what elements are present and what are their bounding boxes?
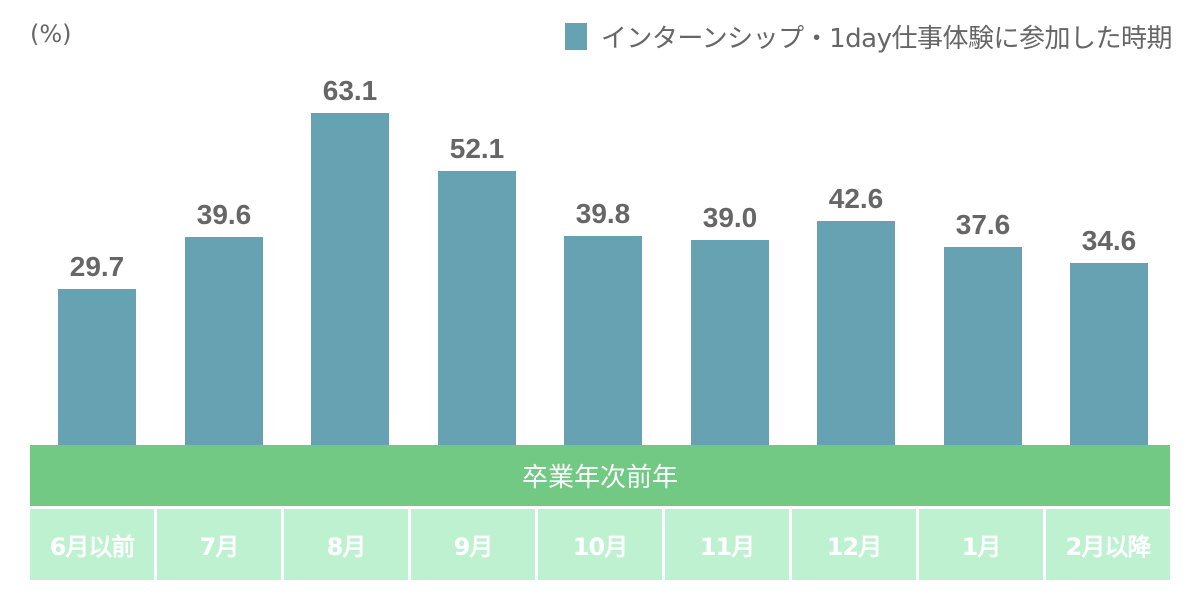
- category-cell: 1月: [919, 509, 1043, 580]
- bar-group: 42.6: [817, 177, 895, 445]
- bar-value-label: 39.8: [575, 198, 631, 229]
- bar-group: 39.0: [691, 196, 769, 445]
- category-cell: 2月以降: [1046, 509, 1170, 580]
- bar-value-label: 37.6: [955, 209, 1011, 240]
- bar: [817, 221, 895, 445]
- unit-label: (%): [30, 20, 72, 48]
- category-cell: 10月: [538, 509, 662, 580]
- bar-value-label: 29.7: [69, 251, 125, 282]
- category-cell: 9月: [411, 509, 535, 580]
- category-cell: 7月: [157, 509, 281, 580]
- bar: [691, 240, 769, 445]
- bar-group: 29.7: [58, 245, 136, 445]
- plot-area: 29.7 39.6 63.1 52.1 39.8 39.0 42.6 37.6 34.6: [30, 75, 1170, 445]
- bar-group: 52.1: [438, 127, 516, 445]
- bar: [311, 113, 389, 445]
- bar-group: 39.8: [564, 192, 642, 445]
- bar-value-label: 63.1: [322, 75, 378, 106]
- category-cell: 12月: [792, 509, 916, 580]
- category-cell: 6月以前: [30, 509, 154, 580]
- legend: インターンシップ・1day仕事体験に参加した時期: [564, 18, 1173, 55]
- bar-group: 34.6: [1070, 219, 1148, 445]
- bar-group: 39.6: [185, 193, 263, 445]
- category-cell: 8月: [284, 509, 408, 580]
- bar-value-label: 52.1: [449, 133, 505, 164]
- bar-group: 63.1: [311, 69, 389, 445]
- legend-label: インターンシップ・1day仕事体験に参加した時期: [600, 24, 1173, 54]
- bar: [185, 237, 263, 445]
- bar: [564, 236, 642, 445]
- bar: [58, 289, 136, 445]
- bar-value-label: 39.6: [196, 199, 252, 230]
- bar-group: 37.6: [944, 203, 1022, 445]
- bar: [438, 171, 516, 445]
- bar: [1070, 263, 1148, 445]
- category-cell: 11月: [665, 509, 789, 580]
- bar-value-label: 39.0: [702, 202, 758, 233]
- bar: [944, 247, 1022, 445]
- bar-value-label: 34.6: [1081, 225, 1137, 256]
- bar-value-label: 42.6: [828, 183, 884, 214]
- group-band: 卒業年次前年: [30, 445, 1170, 506]
- legend-swatch: [564, 23, 587, 50]
- category-axis: 6月以前 7月 8月 9月 10月 11月 12月 1月 2月以降: [30, 509, 1170, 580]
